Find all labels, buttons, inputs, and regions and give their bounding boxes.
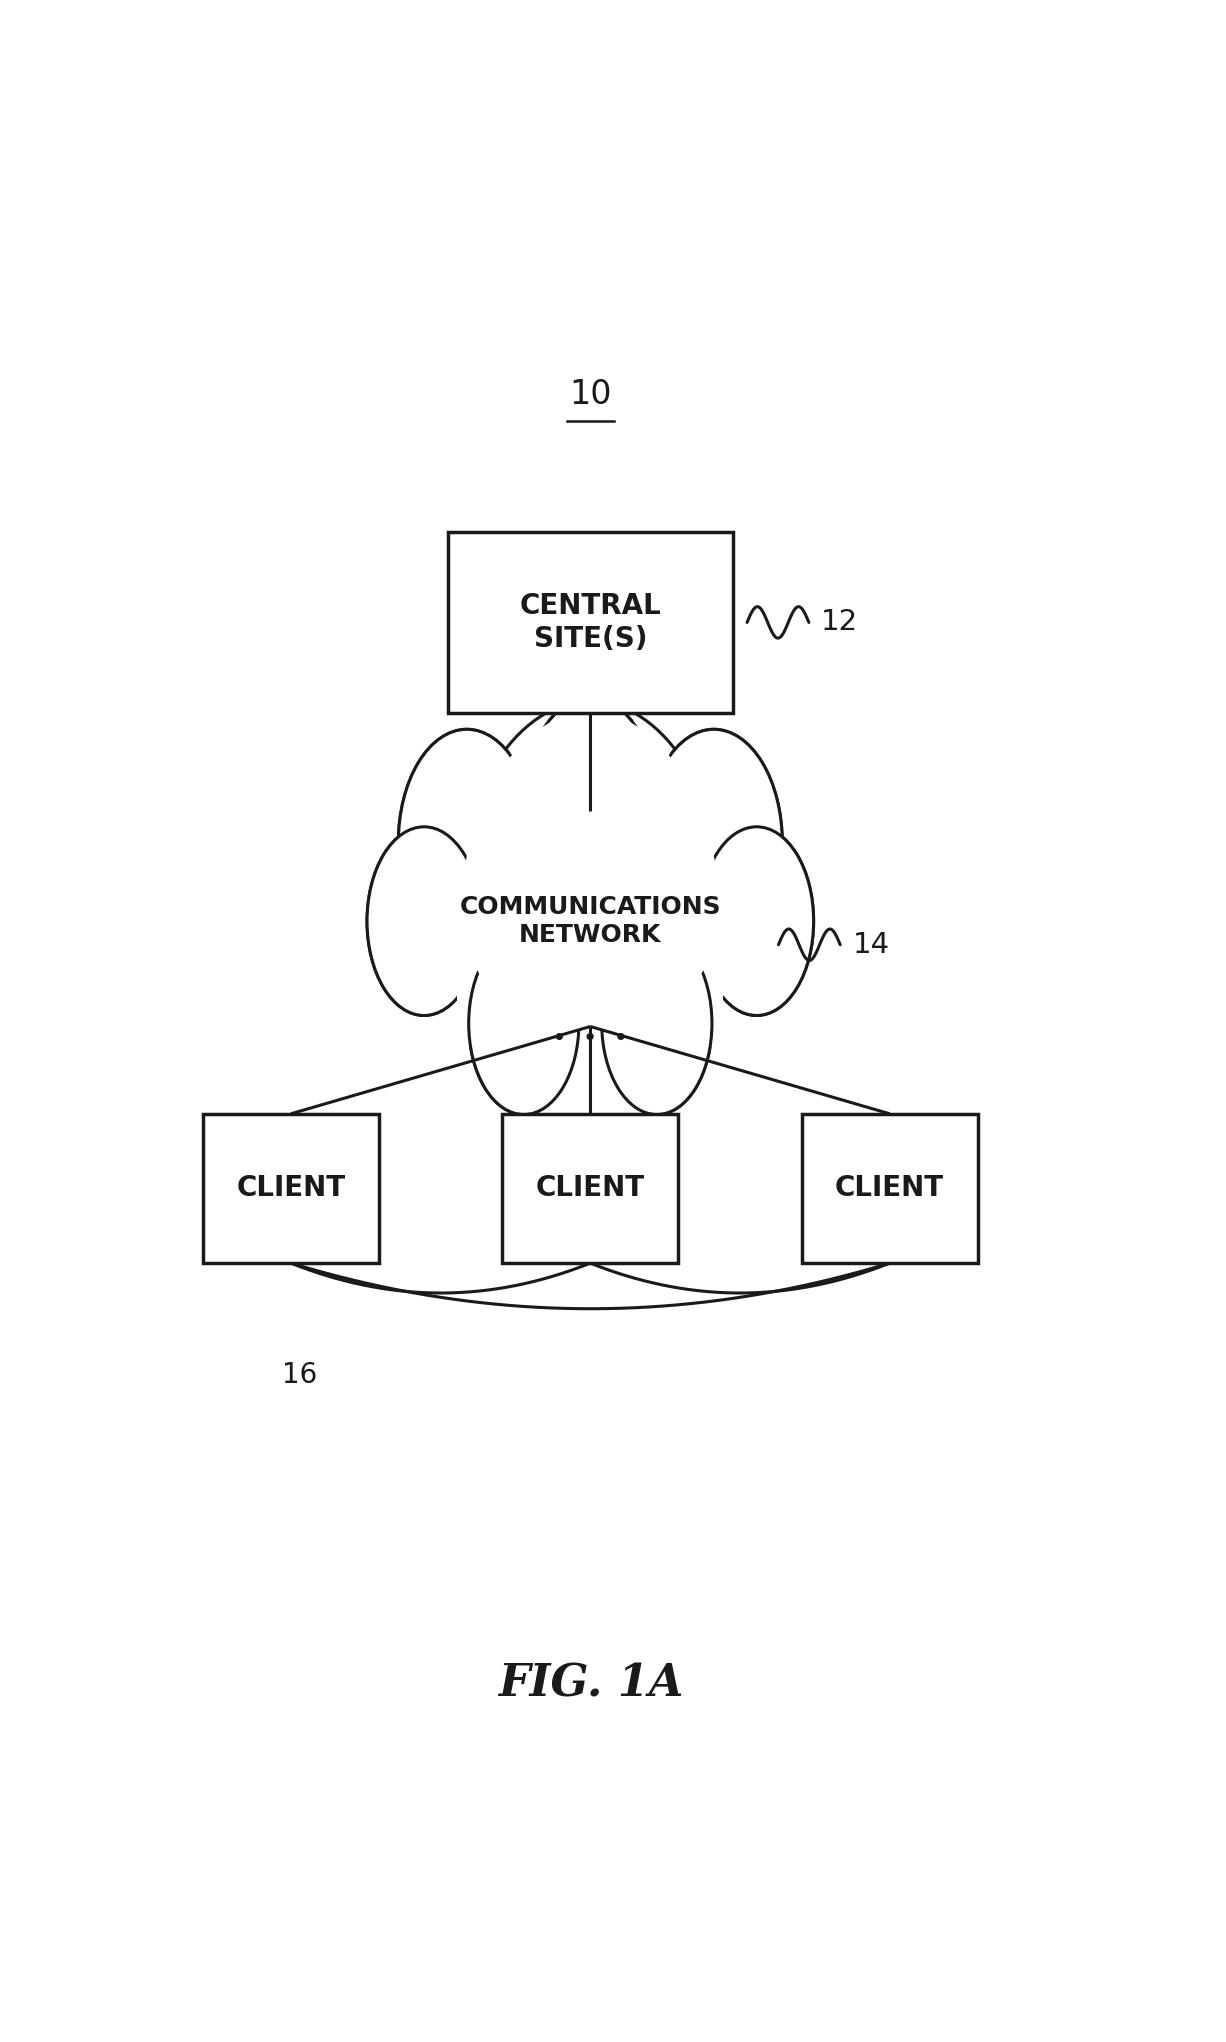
Bar [439,1015,743,1117]
Ellipse shape [467,827,714,1031]
Text: COMMUNICATIONS
NETWORK: COMMUNICATIONS NETWORK [460,894,721,947]
Circle shape [457,709,723,1150]
Circle shape [367,827,481,1015]
Bar [457,968,723,1048]
Text: CLIENT: CLIENT [536,1174,645,1203]
Text: CENTRAL
SITE(S): CENTRAL SITE(S) [520,592,661,653]
Circle shape [522,698,658,925]
Text: FIG. 1A: FIG. 1A [498,1662,683,1705]
Circle shape [367,827,481,1015]
Circle shape [460,713,721,1146]
Circle shape [700,827,814,1015]
Text: CLIENT: CLIENT [237,1174,346,1203]
Circle shape [468,931,579,1115]
Circle shape [602,931,712,1115]
Ellipse shape [439,788,743,1007]
Circle shape [468,931,579,1115]
FancyBboxPatch shape [204,1113,379,1264]
Text: CLIENT: CLIENT [835,1174,944,1203]
Circle shape [602,931,712,1115]
Circle shape [645,729,782,956]
Text: 14: 14 [852,931,890,960]
FancyBboxPatch shape [503,1113,678,1264]
Circle shape [398,729,536,956]
Text: 12: 12 [821,609,858,637]
FancyBboxPatch shape [447,533,733,713]
FancyBboxPatch shape [802,1113,977,1264]
Circle shape [645,729,782,956]
Circle shape [468,931,579,1115]
Circle shape [398,729,536,956]
Text: 16: 16 [282,1360,316,1389]
Ellipse shape [447,811,733,1015]
Circle shape [602,931,712,1115]
Text: 10: 10 [569,378,612,410]
Circle shape [700,827,814,1015]
Text: •  •  •: • • • [552,1027,629,1052]
Circle shape [522,698,658,925]
Circle shape [452,700,728,1158]
Circle shape [452,700,728,1158]
